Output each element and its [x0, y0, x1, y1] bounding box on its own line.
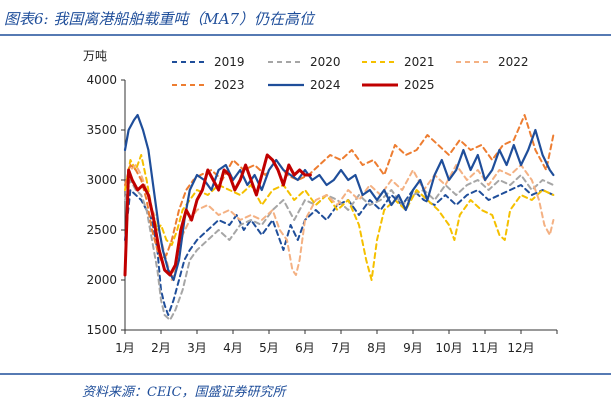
y-axis-unit: 万吨	[83, 49, 107, 63]
y-tick-label: 1500	[86, 323, 117, 337]
x-tick-label: 10月	[435, 341, 462, 355]
legend-label-2025: 2025	[404, 78, 435, 92]
x-tick-label: 3月	[187, 341, 207, 355]
source-note: 资料来源：CEIC，国盛证券研究所	[82, 384, 288, 400]
y-tick-label: 3500	[86, 123, 117, 137]
x-tick-label: 8月	[367, 341, 387, 355]
page-title: 图表6: 我国离港船舶载重吨（MA7）仍在高位	[4, 10, 316, 28]
series-line-2020	[124, 174, 555, 321]
y-tick-label: 2500	[86, 223, 117, 237]
legend-label-2021: 2021	[404, 55, 435, 69]
x-tick-label: 7月	[331, 341, 351, 355]
legend-label-2023: 2023	[214, 78, 245, 92]
x-ticks: 1月 2月 3月 4月 5月 6月 7月 8月 9月 10月 11月 12月	[115, 330, 558, 355]
y-tick-label: 3000	[86, 173, 117, 187]
x-tick-label: 1月	[115, 341, 135, 355]
x-tick-label: 4月	[223, 341, 243, 355]
x-tick-label: 9月	[403, 341, 423, 355]
legend: 2019 2020 2021 2022 2023 2024 2025	[172, 55, 529, 92]
y-tick-label: 2000	[86, 273, 117, 287]
legend-label-2020: 2020	[310, 55, 341, 69]
x-tick-label: 2月	[151, 341, 171, 355]
series-layer	[123, 113, 555, 321]
series-line-2019	[124, 184, 555, 316]
x-tick-label: 6月	[295, 341, 315, 355]
legend-label-2024: 2024	[310, 78, 341, 92]
series-line-2024	[123, 113, 555, 282]
x-tick-label: 11月	[471, 341, 498, 355]
series-line-2023	[124, 114, 555, 261]
legend-label-2019: 2019	[214, 55, 245, 69]
y-ticks: 1500 2000 2500 3000 3500 4000	[86, 73, 125, 337]
series-line-2025	[123, 153, 312, 277]
x-tick-label: 5月	[259, 341, 279, 355]
x-tick-label: 12月	[507, 341, 534, 355]
y-tick-label: 4000	[86, 73, 117, 87]
legend-label-2022: 2022	[498, 55, 529, 69]
